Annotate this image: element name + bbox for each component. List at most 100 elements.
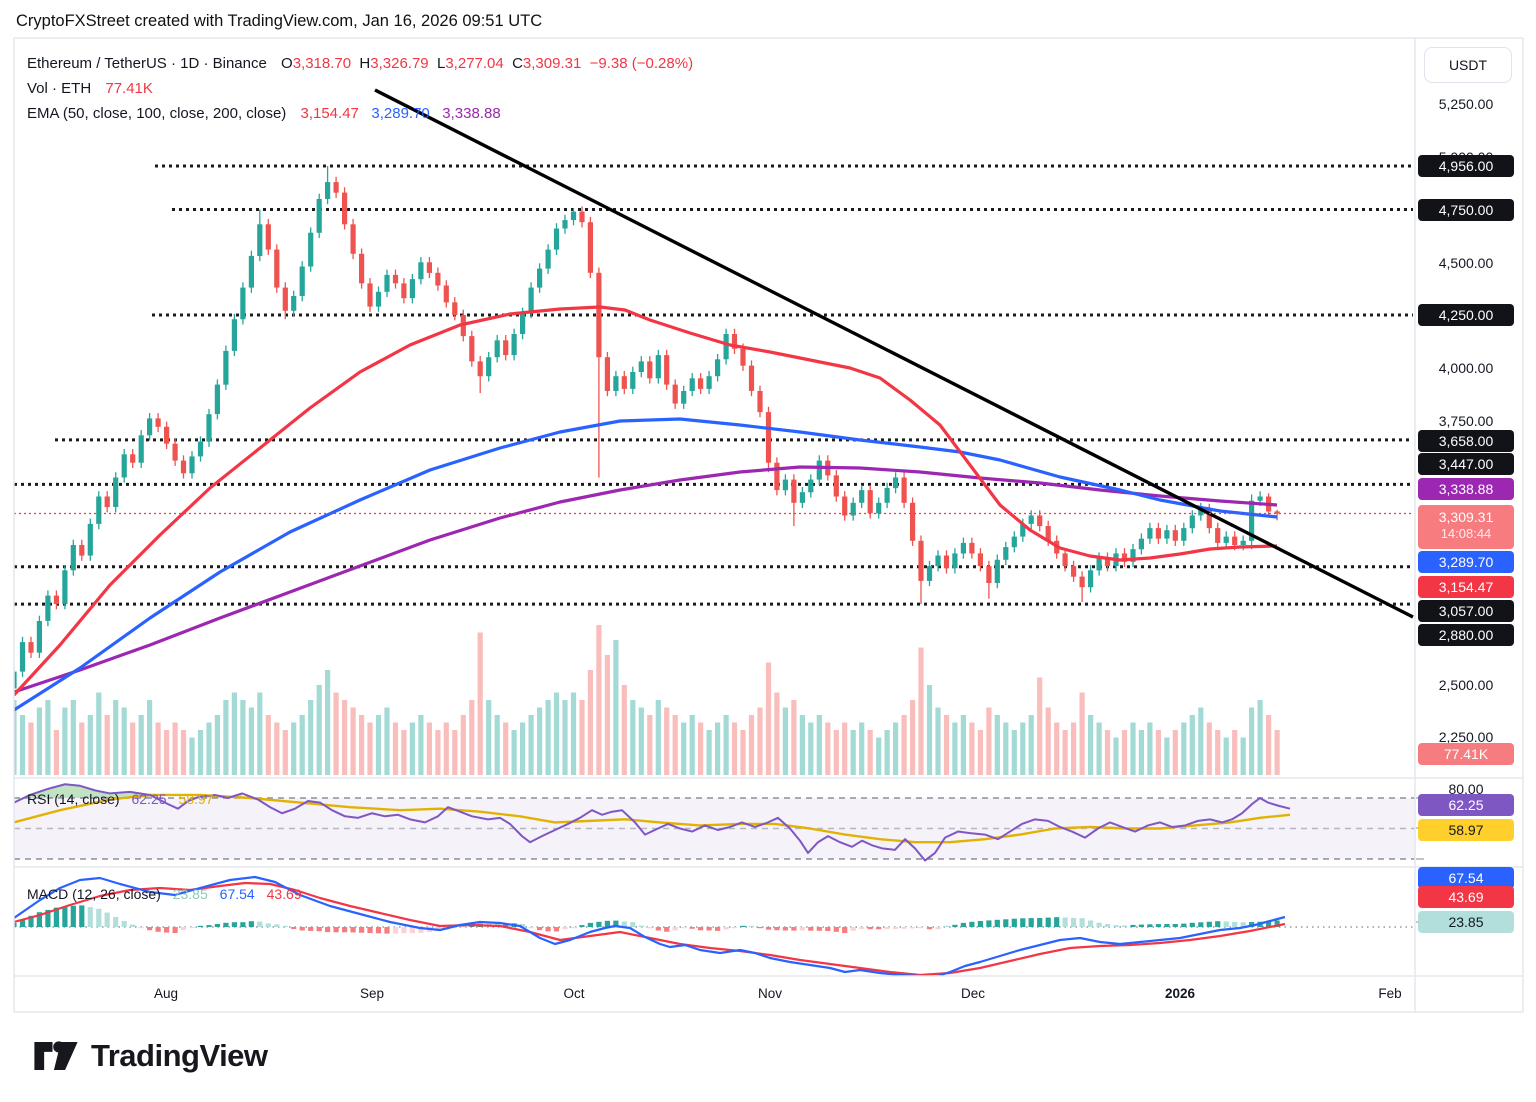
macd-histogram-bar <box>825 927 831 931</box>
volume-bar <box>994 715 1000 775</box>
candle-body <box>350 224 356 254</box>
volume-bar <box>308 700 314 775</box>
macd-histogram-bar <box>765 927 772 930</box>
candle-body <box>757 391 763 413</box>
macd-histogram-bar <box>1147 924 1153 927</box>
macd-histogram-bar <box>1121 925 1128 927</box>
price-axis-badge: 3,309.31 14:08:44 <box>1418 505 1514 549</box>
price-axis-label: 80.00 <box>1448 781 1484 797</box>
macd-histogram-bar <box>325 927 331 933</box>
ohlc-high-value: 3,326.79 <box>370 55 429 72</box>
volume-bar <box>528 715 534 775</box>
ohlc-close-value: 3,309.31 <box>522 55 582 72</box>
macd-histogram-bar <box>799 927 805 931</box>
volume-bar <box>14 700 17 775</box>
volume-bar <box>664 707 670 775</box>
macd-histogram-bar <box>189 927 195 929</box>
macd-histogram-bar <box>155 927 161 932</box>
macd-histogram-bar <box>248 921 254 927</box>
ema-label: EMA (50, close, 100, close, 200, close) <box>27 105 287 122</box>
volume-bar <box>672 715 678 775</box>
volume-bar <box>1113 737 1119 775</box>
macd-histogram-bar <box>977 921 983 927</box>
macd-histogram-bar <box>748 925 755 927</box>
macd-histogram-bar <box>14 923 17 927</box>
macd-histogram-bar <box>214 924 220 927</box>
volume-bar <box>520 722 526 775</box>
volume-bar <box>130 722 136 775</box>
volume-bar <box>452 730 458 775</box>
currency-toggle-button[interactable]: USDT <box>1424 47 1512 83</box>
candle-body <box>1071 566 1077 577</box>
volume-bar <box>1198 707 1204 775</box>
volume-bar <box>867 730 873 775</box>
price-axis-label: 2,500.00 <box>1438 677 1494 693</box>
macd-histogram-bar <box>1079 918 1085 927</box>
symbol-legend-row[interactable]: Ethereum / TetherUS · 1D · Binance O3,31… <box>27 55 693 72</box>
candle-body <box>469 336 475 362</box>
volume-bar <box>935 707 941 775</box>
macd-histogram-bar <box>206 925 212 927</box>
price-axis-badge: 43.69 <box>1418 886 1514 908</box>
volume-bar <box>715 722 721 775</box>
macd-histogram-bar <box>935 927 941 930</box>
candle-body <box>715 359 721 377</box>
volume-bar <box>918 647 924 775</box>
candle-body <box>562 220 568 229</box>
volume-bar <box>214 715 220 775</box>
tradingview-logo[interactable]: TradingView <box>33 1036 268 1076</box>
volume-bar <box>969 722 975 775</box>
volume-value: 77.41K <box>105 80 153 97</box>
volume-bar <box>477 632 483 775</box>
volume-bar <box>833 730 839 775</box>
macd-histogram-bar <box>893 927 899 929</box>
volume-bar <box>1079 692 1085 775</box>
macd-histogram-bar <box>1164 924 1170 927</box>
volume-bar <box>1172 730 1178 775</box>
candle-body <box>79 545 85 556</box>
candle-body <box>87 523 93 556</box>
rsi-legend-row[interactable]: RSI (14, close) 62.25 58.97 <box>27 791 213 807</box>
candle-body <box>723 334 729 360</box>
candle-body <box>901 477 907 503</box>
macd-histogram-bar <box>418 927 424 933</box>
time-axis-label: Dec <box>960 986 986 1001</box>
candle-body <box>935 555 941 567</box>
volume-bar <box>706 730 712 775</box>
volume-bar <box>1266 715 1272 775</box>
volume-bar <box>189 737 195 775</box>
macd-histogram-bar <box>1113 925 1119 927</box>
candle-body <box>1155 528 1161 539</box>
macd-histogram-bar <box>1028 918 1034 927</box>
macd-histogram-bar <box>342 927 348 933</box>
macd-histogram-bar <box>138 927 144 929</box>
ema-legend-row[interactable]: EMA (50, close, 100, close, 200, close) … <box>27 105 501 122</box>
volume-bar <box>638 707 644 775</box>
price-axis-badge: 3,338.88 <box>1418 478 1514 500</box>
macd-legend-row[interactable]: MACD (12, 26, close) 23.85 67.54 43.69 <box>27 886 302 902</box>
macd-histogram-bar <box>867 927 873 930</box>
volume-legend-row[interactable]: Vol · ETH 77.41K <box>27 80 153 97</box>
macd-histogram-bar <box>299 927 305 931</box>
volume-label: Vol · ETH <box>27 80 92 97</box>
macd-histogram-bar <box>782 927 788 931</box>
candle-body <box>808 479 814 493</box>
candle-body <box>308 232 314 267</box>
volume-bar <box>1274 730 1280 775</box>
macd-histogram-bar <box>130 924 136 927</box>
macd-histogram-bar <box>1181 923 1187 927</box>
candle-body <box>799 492 805 503</box>
candle-body <box>545 249 551 269</box>
candle-body <box>977 553 983 567</box>
change-value: −9.38 (−0.28%) <box>589 55 694 72</box>
candle-body <box>960 542 966 554</box>
macd-histogram-bar <box>698 927 704 931</box>
candle-body <box>850 502 856 516</box>
volume-bar <box>503 722 509 775</box>
rsi-label: RSI (14, close) <box>27 791 120 807</box>
volume-bar <box>977 730 983 775</box>
price-axis-badge: 2,880.00 <box>1418 624 1514 646</box>
volume-bar <box>147 700 153 775</box>
volume-bar <box>901 715 907 775</box>
